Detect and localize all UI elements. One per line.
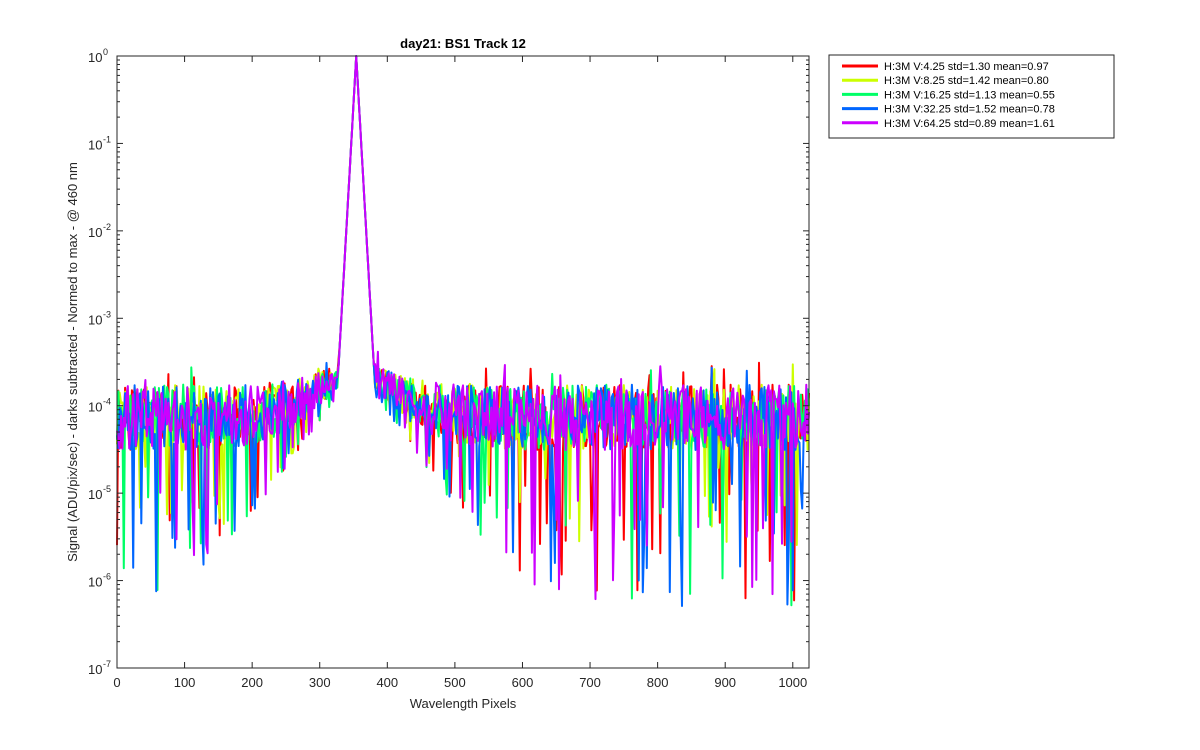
x-tick-label: 800 <box>647 675 669 690</box>
y-tick-label: 10 <box>88 312 102 327</box>
legend-entry-2: H:3M V:8.25 std=1.42 mean=0.80 <box>884 75 1049 87</box>
plot-area <box>117 56 809 668</box>
x-tick-label: 100 <box>174 675 196 690</box>
y-tick-exponent: -3 <box>103 309 111 319</box>
x-tick-label: 900 <box>714 675 736 690</box>
y-tick-exponent: -7 <box>103 659 111 669</box>
x-tick-label: 200 <box>241 675 263 690</box>
y-tick-label: 10 <box>88 575 102 590</box>
x-tick-label: 700 <box>579 675 601 690</box>
series-line-3 <box>116 55 810 607</box>
y-tick-exponent: -2 <box>103 222 111 232</box>
axes-box <box>116 55 810 669</box>
legend-entry-5: H:3M V:64.25 std=0.89 mean=1.61 <box>884 118 1055 130</box>
legend-entry-4: H:3M V:32.25 std=1.52 mean=0.78 <box>884 104 1055 116</box>
y-tick-label: 10 <box>88 400 102 415</box>
y-tick-exponent: -1 <box>103 134 111 144</box>
y-tick-exponent: 0 <box>103 47 108 57</box>
y-tick-label: 10 <box>88 225 102 240</box>
y-tick-label: 10 <box>88 662 102 677</box>
series-line-5 <box>116 55 810 601</box>
x-axis-title: Wavelength Pixels <box>410 696 517 711</box>
y-axis-title: Signal (ADU/pix/sec) - darks subtracted … <box>65 162 80 562</box>
x-tick-label: 400 <box>376 675 398 690</box>
axes: 0 100 200 300 400 500 600 700 800 900 100010-710-6… <box>88 47 810 690</box>
y-tick-exponent: -5 <box>103 484 111 494</box>
x-tick-label: 500 <box>444 675 466 690</box>
series-group <box>116 55 810 607</box>
y-tick-label: 10 <box>88 487 102 502</box>
legend-entry-1: H:3M V:4.25 std=1.30 mean=0.97 <box>884 61 1049 73</box>
y-tick-exponent: -4 <box>103 397 111 407</box>
x-tick-label: 1000 <box>778 675 807 690</box>
y-tick-label: 10 <box>88 50 102 65</box>
y-tick-label: 10 <box>88 137 102 152</box>
x-tick-label: 0 <box>113 675 120 690</box>
legend-entry-3: H:3M V:16.25 std=1.13 mean=0.55 <box>884 89 1055 101</box>
x-tick-label: 600 <box>512 675 534 690</box>
legend: H:3M V:4.25 std=1.30 mean=0.97 H:3M V:8.2… <box>828 54 1115 139</box>
y-tick-exponent: -6 <box>103 572 111 582</box>
x-tick-label: 300 <box>309 675 331 690</box>
chart-title: day21: BS1 Track 12 <box>400 36 526 51</box>
